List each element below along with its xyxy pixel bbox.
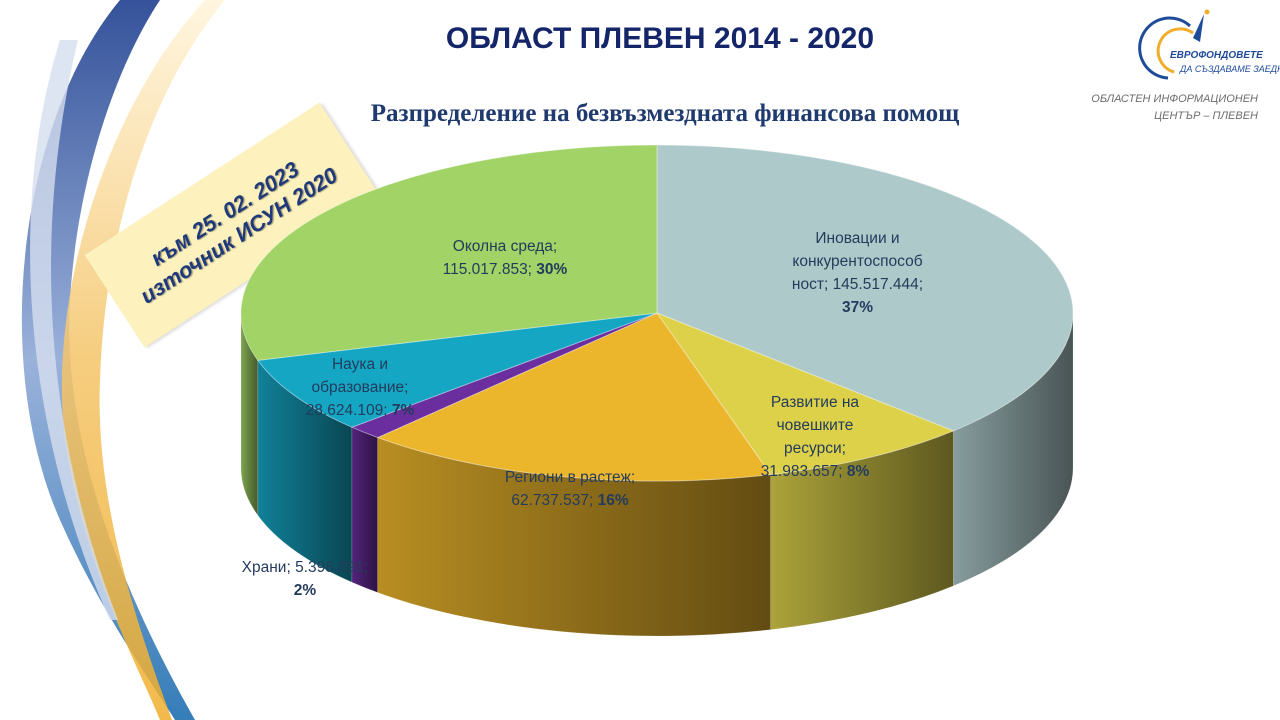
eurofunds-logo — [1138, 9, 1210, 80]
label-line: ресурси; — [784, 440, 846, 457]
slice-human-resources — [655, 311, 955, 476]
label-line: Околна среда; — [452, 238, 558, 255]
data-label-innovation: Иновации и конкурентоспособ ност; 145.517.… — [745, 227, 970, 319]
label-line: конкурентоспособ — [792, 253, 923, 270]
slice-regions — [376, 312, 772, 482]
slice-science — [256, 312, 658, 428]
label-line: Храни; 5.398.691; — [241, 559, 369, 576]
data-label-food: Храни; 5.398.691; 2% — [205, 556, 405, 602]
data-label-environment: Околна среда; 115.017.853; 30% — [385, 235, 625, 281]
logo-text: ЕВРОФОНДОВЕТЕ — [1170, 50, 1263, 61]
org-line-1: ОБЛАСТЕН ИНФОРМАЦИОНЕН — [1091, 93, 1258, 105]
organization-name: ОБЛАСТЕН ИНФОРМАЦИОНЕН ЦЕНТЪР – ПЛЕВЕН — [1091, 91, 1258, 125]
label-line: 28.624.109; 7% — [305, 402, 415, 419]
data-label-science: Наука и образование; 28.624.109; 7% — [270, 353, 450, 422]
light-swoosh — [30, 40, 119, 620]
label-line: човешките — [776, 417, 854, 434]
label-line: ност; 145.517.444; — [791, 276, 924, 293]
percent-value: 30% — [532, 261, 568, 278]
percent-value: 8% — [842, 463, 870, 480]
percent-value: 37% — [841, 299, 874, 316]
logo-slogan: ДА СЪЗДАВАМЕ ЗАЕДНО — [1180, 64, 1280, 74]
blue-swoosh — [21, 0, 195, 720]
percent-value: 7% — [387, 402, 415, 419]
percent-value: 2% — [293, 582, 317, 599]
label-line: 62.737.537; 16% — [511, 492, 629, 509]
org-line-2: ЦЕНТЪР – ПЛЕВЕН — [1154, 110, 1258, 122]
label-line: 115.017.853; 30% — [442, 261, 568, 278]
label-line: Иновации и — [815, 230, 900, 247]
page-title: ОБЛАСТ ПЛЕВЕН 2014 - 2020 — [445, 22, 875, 55]
label-line: 31.983.657; 8% — [760, 463, 870, 480]
chart-subtitle: Разпределение на безвъзмездната финансов… — [370, 100, 960, 127]
percent-value: 16% — [593, 492, 629, 509]
slice-innovation — [656, 144, 1074, 432]
label-line: образование; — [311, 379, 409, 396]
slice-food — [350, 312, 658, 439]
label-line: Развитие на — [770, 394, 860, 411]
label-line: Региони в растеж; — [504, 469, 636, 486]
data-label-regions: Региони в растеж; 62.737.537; 16% — [465, 466, 675, 512]
gold-swoosh — [61, 0, 225, 720]
label-line: Наука и — [331, 356, 389, 373]
data-label-human-resources: Развитие на човешките ресурси; 31.983.657; … — [730, 391, 900, 483]
slice-environment — [240, 144, 658, 361]
